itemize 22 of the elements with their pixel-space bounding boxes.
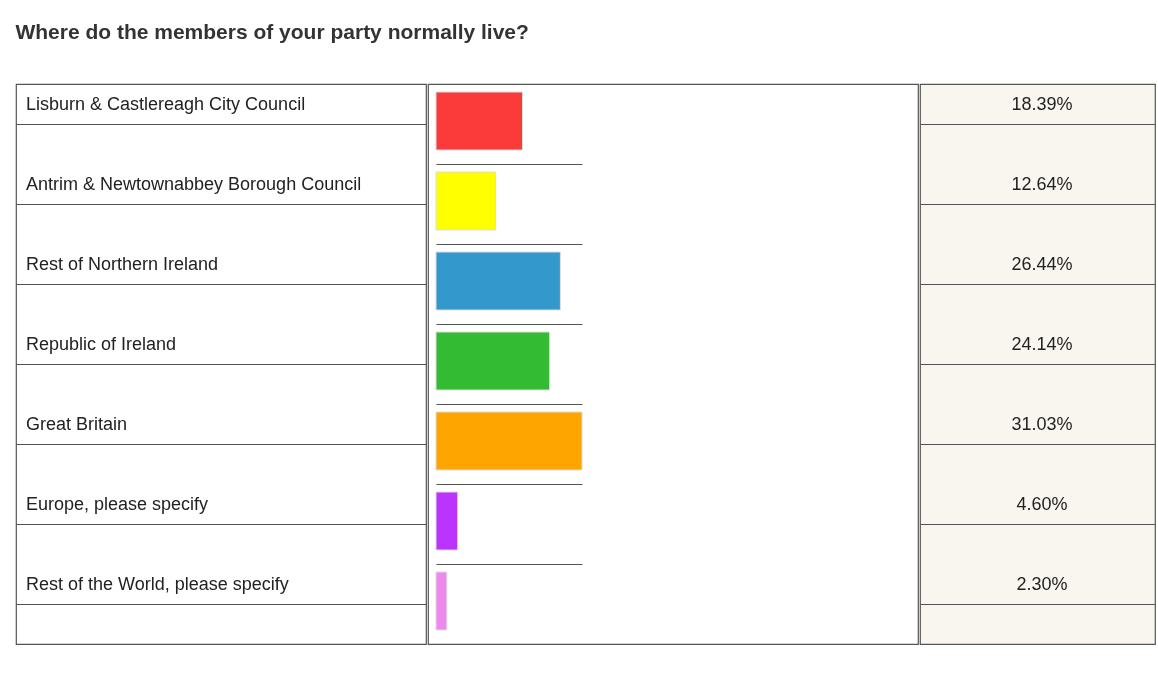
bar — [435, 91, 524, 151]
bar — [435, 491, 459, 551]
y-tick-label: Rest of Northern Ireland — [26, 254, 219, 274]
y-tick-label: Lisburn & Castlereagh City Council — [26, 94, 306, 114]
y-tick-label: Antrim & Newtownabbey Borough Council — [26, 174, 362, 194]
data-label: 24.14% — [1011, 334, 1073, 354]
chart-title: Where do the members of your party normally live? — [15, 20, 529, 44]
y-tick-label: Europe, please specify — [26, 494, 209, 514]
y-tick-label: Republic of Ireland — [26, 334, 177, 354]
data-label: 26.44% — [1011, 254, 1073, 274]
y-tick-label: Rest of the World, please specify — [26, 574, 289, 594]
bar — [435, 331, 551, 391]
bar — [435, 411, 583, 471]
data-label: 18.39% — [1011, 94, 1073, 114]
bar — [435, 571, 448, 631]
data-label: 12.64% — [1011, 174, 1073, 194]
y-tick-label: Great Britain — [26, 414, 128, 434]
data-label: 4.60% — [1016, 494, 1068, 514]
bar — [435, 251, 561, 311]
data-label: 31.03% — [1011, 414, 1073, 434]
bar — [435, 171, 496, 231]
data-label: 2.30% — [1016, 574, 1068, 594]
